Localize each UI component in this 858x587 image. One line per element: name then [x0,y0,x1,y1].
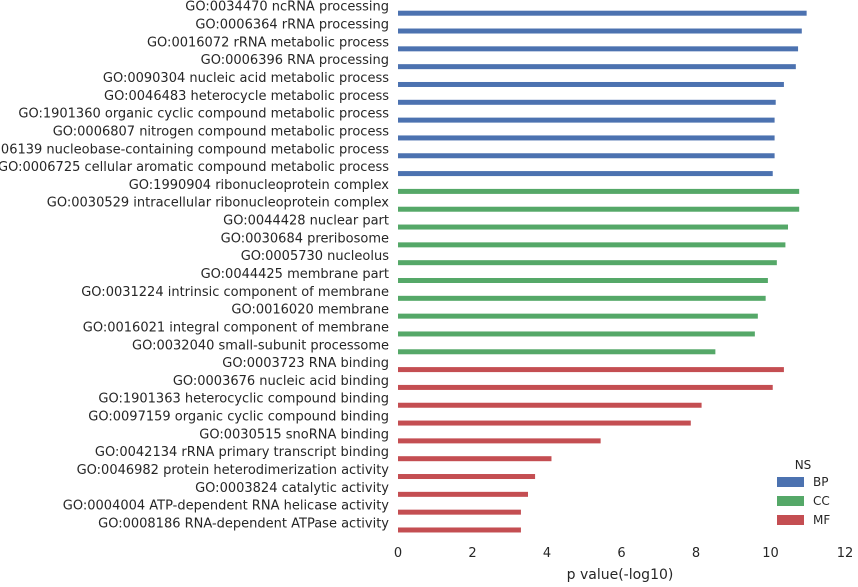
bar [398,384,773,390]
bar [398,474,536,480]
bar [398,402,702,408]
bar [398,295,766,301]
bar [398,224,789,230]
legend-swatch [777,515,804,525]
bar [398,491,529,497]
category-label: GO:0042134 rRNA primary transcript bindi… [95,445,389,460]
bar [398,349,716,355]
category-label: GO:0090304 nucleic acid metabolic proces… [103,71,389,86]
category-label: GO:0031224 intrinsic component of membra… [81,285,389,300]
bar [398,171,773,177]
bar [398,99,776,105]
bar [398,313,758,319]
bar [398,153,775,159]
bar [398,28,802,34]
category-label: GO:0003824 catalytic activity [195,481,389,496]
legend-entries: BP CC MF [777,475,830,527]
bar [398,64,796,70]
category-label: GO:0032040 small-subunit processome [132,338,389,353]
category-label: GO:0005730 nucleolus [241,249,390,264]
x-tick-label: 6 [617,546,625,561]
bar [398,420,691,426]
legend-label: BP [813,475,828,489]
category-label: GO:0030515 snoRNA binding [199,427,389,442]
bar [398,278,768,283]
category-label: GO:0016021 integral component of membran… [83,320,389,335]
category-label: GO:0006139 nucleobase-containing compoun… [0,142,389,157]
category-label: GO:0006364 rRNA processing [195,18,389,33]
bar [398,188,800,194]
category-label: GO:0004004 ATP-dependent RNA helicase ac… [63,499,390,514]
bar [398,509,521,515]
bars-layer [398,10,807,533]
bar [398,242,786,248]
bar [398,527,521,533]
category-label: GO:0016072 rRNA metabolic process [147,35,389,50]
bar [398,10,807,16]
category-label: GO:0006396 RNA processing [201,53,389,68]
x-tick-label: 10 [762,546,779,561]
category-label: GO:0097159 organic cyclic compound bindi… [88,410,389,425]
bar [398,367,784,373]
legend-title: NS [795,458,812,472]
bar [398,117,775,123]
x-tick-label: 8 [692,546,700,561]
bar [398,438,601,444]
category-label: GO:0003723 RNA binding [222,356,389,371]
category-labels: GO:0034470 ncRNA processing GO:0006364 rR… [0,0,389,531]
bar [398,135,775,141]
bar [398,206,800,212]
category-label: GO:1901360 organic cyclic compound metab… [18,107,389,122]
legend-swatch [777,496,804,506]
x-axis-ticks: 0 2 4 6 8 10 12 [394,546,853,561]
bar [398,260,777,266]
bar [398,456,552,462]
category-label: GO:0016020 membrane [231,303,389,318]
category-label: GO:0046982 protein heterodimerization ac… [77,463,390,478]
category-label: GO:0030684 preribosome [221,231,389,246]
x-tick-label: 12 [837,546,854,561]
bar [398,46,799,52]
legend: NS BP CC MF [777,458,830,527]
category-label: GO:0034470 ncRNA processing [185,0,389,15]
bar [398,81,784,87]
category-label: GO:0030529 intracellular ribonucleoprote… [47,196,390,211]
legend-label: CC [813,494,830,508]
category-label: GO:0003676 nucleic acid binding [173,374,389,389]
category-label: GO:0008186 RNA-dependent ATPase activity [98,516,389,531]
legend-label: MF [813,513,830,527]
category-label: GO:0006725 cellular aromatic compound me… [0,160,389,175]
legend-swatch [777,477,804,487]
bar [398,331,755,337]
category-label: GO:0046483 heterocycle metabolic process [104,89,389,104]
category-label: GO:1990904 ribonucleoprotein complex [129,178,390,193]
x-axis-label: p value(-log10) [567,567,674,583]
category-label: GO:1901363 heterocyclic compound binding [98,392,389,407]
x-tick-label: 0 [394,546,402,561]
category-label: GO:0006807 nitrogen compound metabolic p… [53,124,390,139]
category-label: GO:0044428 nuclear part [223,214,389,229]
category-label: GO:0044425 membrane part [201,267,389,282]
x-tick-label: 2 [468,546,476,561]
x-tick-label: 4 [543,546,551,561]
